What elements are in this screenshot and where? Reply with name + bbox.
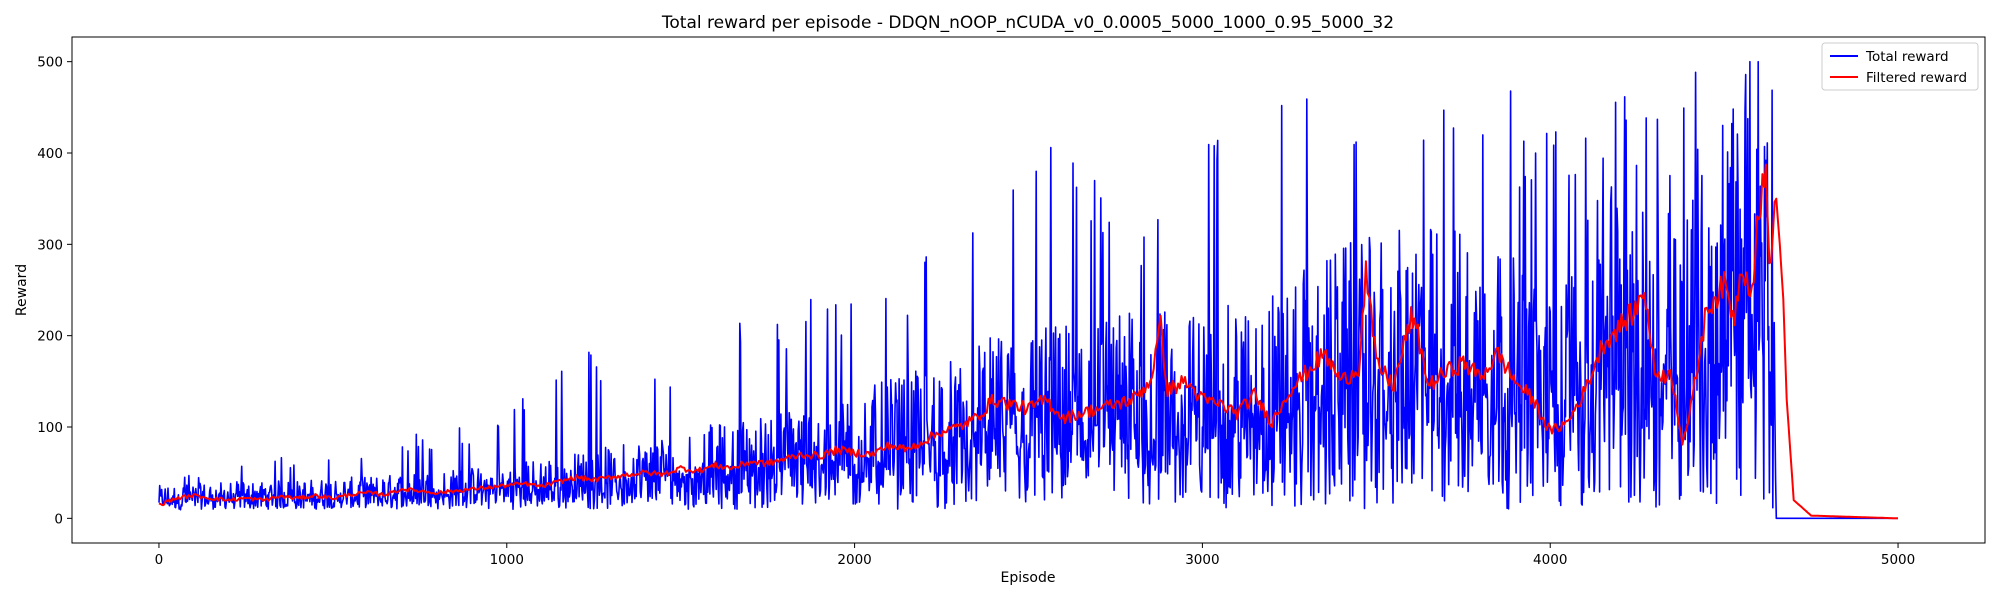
legend-label-filtered-reward: Filtered reward [1866, 70, 1967, 86]
legend-box [1821, 42, 1979, 91]
y-tick-label: 100 [37, 420, 63, 436]
filtered-reward-line [158, 163, 1898, 520]
x-axis-label: Episode [1001, 570, 1056, 586]
legend: Total reward Filtered reward [1821, 42, 1979, 91]
x-axis: 0 1000 2000 3000 4000 5000 [155, 543, 1915, 568]
chart-title: Total reward per episode - DDQN_nOOP_nCU… [661, 13, 1394, 33]
x-tick-label: 0 [155, 552, 164, 568]
y-axis: 0 100 200 300 400 500 [37, 55, 72, 527]
series-total-reward [158, 60, 1899, 520]
series-filtered-reward [158, 163, 1898, 520]
total-reward-line [158, 60, 1899, 520]
legend-label-total-reward: Total reward [1865, 49, 1949, 65]
y-tick-label: 400 [37, 146, 63, 162]
y-tick-label: 200 [37, 329, 63, 345]
x-tick-label: 1000 [490, 552, 524, 568]
plot-frame [71, 36, 1986, 544]
x-tick-label: 2000 [837, 552, 871, 568]
x-tick-label: 4000 [1533, 552, 1567, 568]
y-tick-label: 0 [54, 511, 63, 527]
y-tick-label: 300 [37, 237, 63, 253]
y-axis-label: Reward [14, 264, 30, 316]
y-tick-label: 500 [37, 55, 63, 71]
x-tick-label: 5000 [1881, 552, 1915, 568]
x-tick-label: 3000 [1185, 552, 1219, 568]
